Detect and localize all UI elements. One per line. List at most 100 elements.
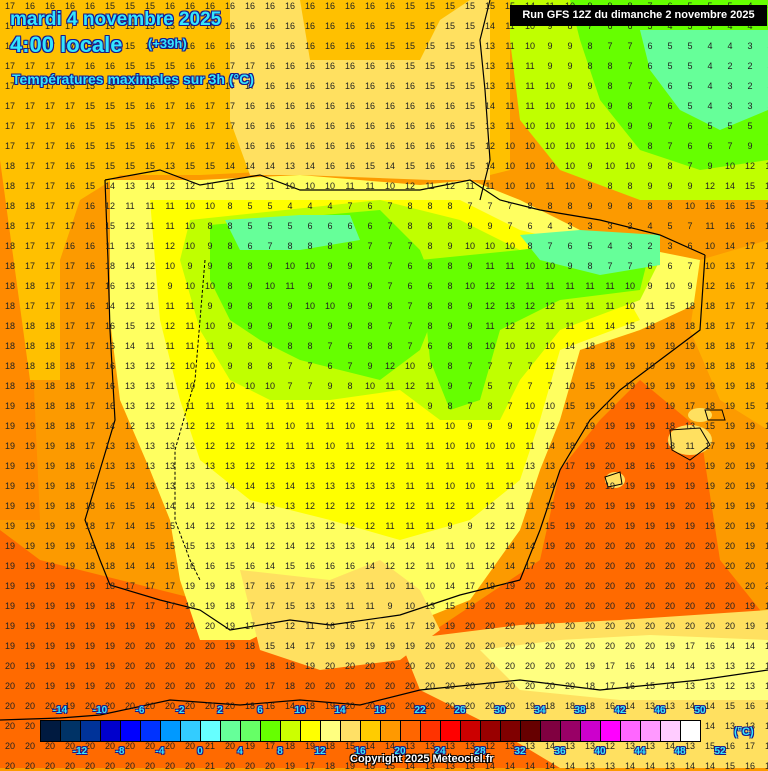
- grid-value: 20: [484, 661, 495, 671]
- grid-value: 20: [484, 621, 495, 631]
- grid-value: 9: [227, 321, 233, 331]
- grid-value: 17: [64, 201, 75, 211]
- grid-value: 20: [224, 661, 235, 671]
- grid-value: 11: [445, 461, 455, 471]
- grid-value: 10: [484, 341, 495, 351]
- grid-value: 12: [264, 441, 275, 451]
- grid-value: 14: [384, 161, 395, 171]
- grid-value: 16: [64, 241, 75, 251]
- grid-value: 16: [104, 501, 115, 511]
- grid-value: 20: [24, 721, 35, 731]
- grid-value: 14: [684, 761, 695, 771]
- grid-value: 16: [384, 621, 395, 631]
- legend-tick-bottom: 36: [554, 746, 566, 757]
- grid-value: 19: [604, 401, 615, 411]
- grid-value: 19: [744, 461, 755, 471]
- grid-value: 8: [427, 241, 433, 251]
- grid-value: 9: [347, 301, 353, 311]
- grid-value: 16: [244, 561, 255, 571]
- legend-swatch: [141, 721, 161, 741]
- grid-value: 10: [504, 181, 515, 191]
- grid-value: 15: [464, 161, 475, 171]
- grid-value: 15: [104, 481, 115, 491]
- grid-value: 9: [607, 201, 613, 211]
- grid-value: 4: [607, 241, 613, 251]
- grid-value: 10: [324, 301, 335, 311]
- grid-value: 16: [304, 41, 315, 51]
- grid-value: 16: [344, 141, 355, 151]
- grid-value: 19: [624, 361, 635, 371]
- grid-value: 12: [724, 681, 735, 691]
- grid-value: 18: [24, 401, 35, 411]
- france-coastline: [479, 0, 491, 201]
- grid-value: 16: [324, 561, 335, 571]
- grid-value: 13: [644, 701, 655, 711]
- grid-value: 8: [627, 181, 633, 191]
- grid-value: 17: [84, 381, 95, 391]
- grid-value: 18: [684, 301, 695, 311]
- grid-value: 14: [124, 561, 135, 571]
- grid-value: 16: [704, 201, 715, 211]
- grid-value: 15: [124, 1, 135, 11]
- grid-value: 10: [544, 141, 555, 151]
- grid-value: 20: [684, 501, 695, 511]
- grid-value: 20: [384, 661, 395, 671]
- grid-value: 11: [385, 401, 395, 411]
- grid-value: 7: [287, 361, 293, 371]
- model-run-label: Run GFS 12Z du dimanche 2 novembre 2025: [510, 5, 767, 26]
- grid-value: 19: [684, 521, 695, 531]
- grid-value: 16: [324, 161, 335, 171]
- grid-value: 17: [84, 321, 95, 331]
- grid-value: 20: [604, 541, 615, 551]
- grid-value: 5: [287, 221, 293, 231]
- grid-value: 9: [687, 181, 693, 191]
- grid-value: 8: [587, 261, 593, 271]
- grid-value: 10: [464, 441, 475, 451]
- grid-value: 11: [305, 421, 315, 431]
- grid-value: 16: [364, 81, 375, 91]
- grid-value: 11: [505, 121, 515, 131]
- grid-value: 19: [64, 701, 75, 711]
- grid-value: 8: [587, 61, 593, 71]
- grid-value: 6: [367, 221, 373, 231]
- grid-value: 4: [647, 221, 653, 231]
- grid-value: 10: [524, 261, 535, 271]
- grid-value: 20: [464, 661, 475, 671]
- grid-value: 17: [224, 81, 235, 91]
- grid-value: 20: [464, 621, 475, 631]
- grid-value: 7: [667, 141, 673, 151]
- grid-value: 20: [184, 761, 195, 771]
- grid-value: 15: [544, 501, 555, 511]
- grid-value: 18: [24, 341, 35, 351]
- grid-value: 18: [44, 361, 55, 371]
- grid-value: 18: [104, 541, 115, 551]
- grid-value: 6: [367, 201, 373, 211]
- grid-value: 12: [404, 501, 415, 511]
- grid-value: 2: [747, 81, 753, 91]
- grid-value: 19: [744, 601, 755, 611]
- grid-value: 15: [444, 21, 455, 31]
- grid-value: 13: [684, 681, 695, 691]
- grid-value: 19: [44, 681, 55, 691]
- grid-value: 20: [4, 681, 15, 691]
- grid-value: 19: [24, 641, 35, 651]
- grid-value: 18: [4, 241, 15, 251]
- grid-value: 16: [324, 21, 335, 31]
- grid-value: 19: [104, 661, 115, 671]
- grid-value: 10: [704, 241, 715, 251]
- grid-value: 20: [484, 641, 495, 651]
- grid-value: 13: [344, 581, 355, 591]
- grid-value: 10: [304, 261, 315, 271]
- grid-value: 20: [484, 601, 495, 611]
- grid-value: 7: [547, 241, 553, 251]
- grid-value: 4: [747, 21, 753, 31]
- legend-tick-bottom: 0: [197, 746, 203, 757]
- grid-value: 17: [44, 61, 55, 71]
- grid-value: 16: [104, 41, 115, 51]
- grid-value: 16: [24, 1, 35, 11]
- legend-swatch: [561, 721, 581, 741]
- grid-value: 18: [24, 381, 35, 391]
- grid-value: 9: [627, 121, 633, 131]
- grid-value: 17: [264, 741, 275, 751]
